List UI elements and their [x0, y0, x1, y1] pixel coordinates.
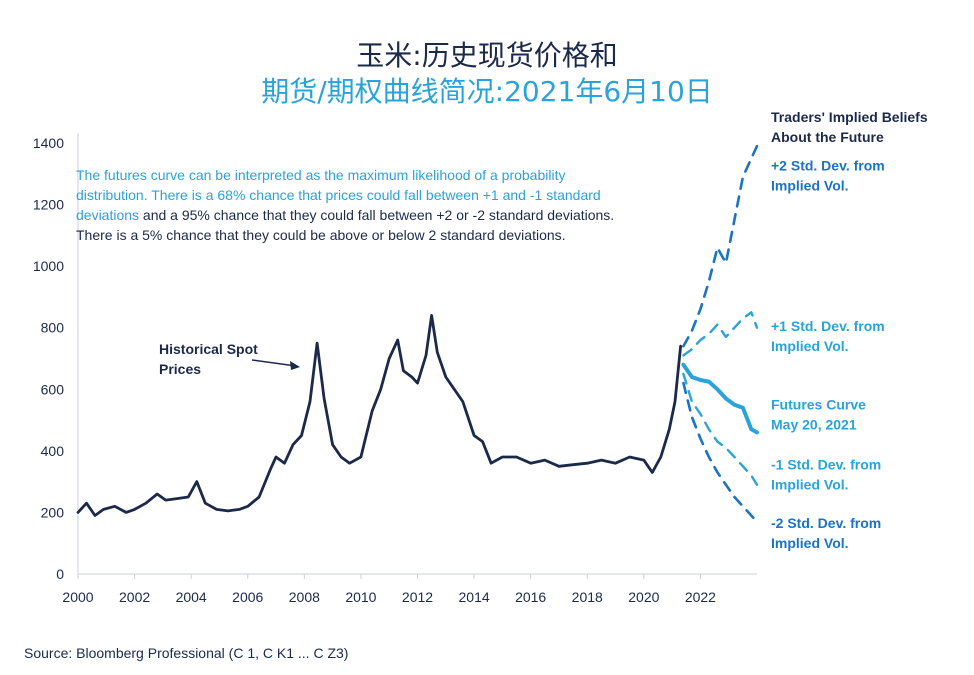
plus2-stddev-line — [682, 144, 759, 348]
chart-title-line2: 期货/期权曲线简况:2021年6月10日 — [261, 75, 713, 108]
x-tick-label: 2008 — [289, 589, 320, 605]
y-tick-label: 200 — [41, 504, 65, 520]
y-tick-label: 600 — [41, 381, 65, 397]
y-tick-label: 1000 — [33, 258, 64, 274]
annotation-text: The futures curve can be interpreted as … — [76, 165, 766, 245]
series-label: +1 Std. Dev. from — [771, 318, 885, 334]
y-tick-label: 1400 — [33, 135, 64, 151]
x-tick-label: 2016 — [515, 589, 546, 605]
y-tick-label: 0 — [56, 566, 64, 582]
annotation-line-2: distribution. There is a 68% chance that… — [76, 187, 601, 203]
annotation-line-3a: deviations — [76, 207, 140, 223]
series-label: Implied Vol. — [771, 476, 849, 492]
historical-label: Historical Spot — [159, 341, 258, 357]
x-tick-label: 2020 — [628, 589, 659, 605]
plus1-stddev-line — [682, 311, 759, 357]
series-label: Futures Curve — [771, 396, 866, 412]
right-header-line: About the Future — [771, 129, 884, 145]
y-tick-label: 400 — [41, 443, 65, 459]
right-header-line: Traders' Implied Beliefs — [771, 109, 928, 125]
x-tick-label: 2018 — [572, 589, 603, 605]
x-tick-label: 2000 — [62, 589, 93, 605]
series-label: -2 Std. Dev. from — [771, 515, 881, 531]
x-tick-label: 2006 — [232, 589, 263, 605]
x-tick-label: 2012 — [402, 589, 433, 605]
annotation-line-1: The futures curve can be interpreted as … — [76, 167, 566, 183]
x-tick-label: 2004 — [176, 589, 207, 605]
historical-spot-line — [76, 314, 682, 517]
series-label: Implied Vol. — [771, 178, 849, 194]
historical-label: Prices — [159, 361, 201, 377]
x-tick-label: 2002 — [119, 589, 150, 605]
series-label: May 20, 2021 — [771, 416, 857, 432]
series-label: +2 Std. Dev. from — [771, 158, 885, 174]
series-label: Implied Vol. — [771, 338, 849, 354]
y-tick-label: 1200 — [33, 197, 64, 213]
y-tick-label: 800 — [41, 320, 65, 336]
source-note: Source: Bloomberg Professional (C 1, C K… — [24, 645, 349, 661]
futures-curve-line — [681, 362, 759, 435]
historical-arrow-shaft — [251, 359, 297, 367]
historical-arrow-head — [290, 361, 300, 370]
annotation-line-3b: and a 95% chance that they could fall be… — [139, 207, 615, 223]
annotation-line-4: There is a 5% chance that they could be … — [76, 227, 566, 243]
chart-title-line1: 玉米:历史现货价格和 — [356, 39, 618, 72]
minus1-stddev-line — [682, 372, 759, 486]
series-label: Implied Vol. — [771, 535, 849, 551]
x-tick-label: 2014 — [459, 589, 490, 605]
series-label: -1 Std. Dev. from — [771, 456, 881, 472]
x-tick-label: 2022 — [685, 589, 716, 605]
x-tick-label: 2010 — [345, 589, 376, 605]
minus2-stddev-line — [682, 381, 759, 523]
